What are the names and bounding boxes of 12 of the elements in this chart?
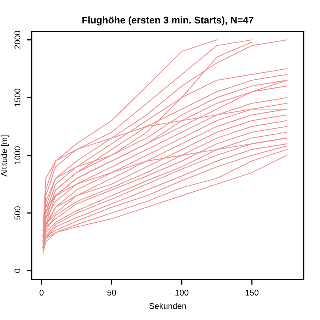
y-tick-label: 1500 [14,88,21,106]
x-axis-title: Sekunden [150,303,186,310]
y-tick-label: 500 [14,206,21,220]
chart-title: Flughöhe (ersten 3 min. Starts), N=47 [82,16,254,26]
x-tick-label: 100 [176,290,189,296]
y-tick-label: 2000 [14,31,21,49]
x-tick-label: 50 [108,290,116,296]
x-tick-label: 0 [40,290,44,296]
y-axis-title: Altitude [m] [1,136,9,177]
y-tick-label: 1000 [14,146,21,164]
x-tick-label: 150 [246,290,259,296]
y-tick-label: 0 [14,269,21,273]
